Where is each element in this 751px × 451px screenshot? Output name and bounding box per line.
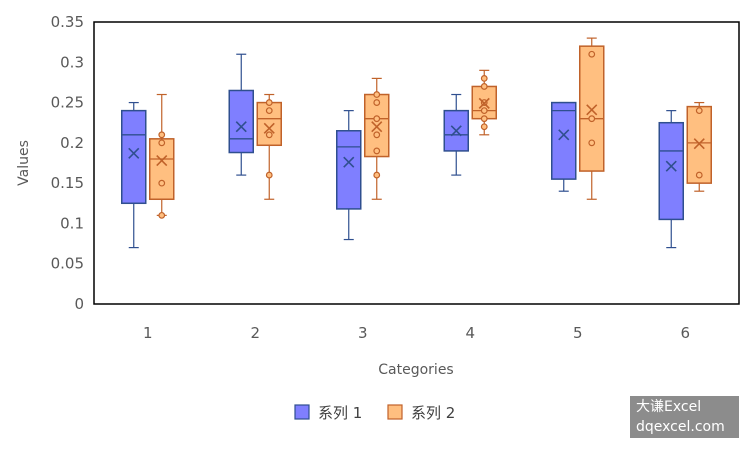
box-body (658, 121, 684, 221)
x-tick-label: 2 (250, 324, 260, 342)
y-tick-label: 0.25 (51, 94, 84, 112)
box-body (551, 101, 577, 180)
plot-area (93, 21, 740, 305)
data-point (373, 99, 381, 106)
x-tick-label: 5 (573, 324, 583, 342)
box-1-3 (336, 110, 362, 241)
y-tick-label: 0.3 (60, 53, 84, 71)
y-tick-label: 0.05 (51, 255, 84, 273)
data-point (265, 171, 273, 179)
box-2-4 (471, 69, 497, 136)
x-tick-label: 4 (465, 324, 475, 342)
legend-label: 系列 2 (411, 404, 455, 422)
series-1 (121, 53, 684, 249)
watermark-line1: 大谦Excel (636, 399, 702, 415)
mean-marker (371, 121, 383, 133)
y-tick-label: 0 (74, 295, 84, 313)
data-point (480, 74, 488, 82)
legend-swatch (294, 404, 310, 420)
mean-marker (450, 125, 462, 137)
box-2-1 (149, 93, 175, 219)
box-series (121, 37, 712, 249)
y-tick-label: 0.1 (60, 214, 84, 232)
x-axis-ticks: 1 2 3 4 5 6 (143, 324, 690, 342)
data-point (158, 139, 166, 147)
mean-marker (343, 156, 355, 168)
box-body (121, 109, 147, 205)
y-axis-title: Values (16, 140, 32, 186)
box-body (336, 130, 362, 210)
data-point (480, 107, 488, 115)
box-body (149, 138, 175, 201)
legend-label: 系列 1 (318, 404, 362, 422)
data-point (480, 123, 488, 131)
y-tick-label: 0.35 (51, 13, 84, 31)
mean-marker (478, 97, 490, 109)
watermark: 大谦Excel dqexcel.com (630, 396, 739, 438)
data-point (158, 131, 166, 139)
data-point (265, 99, 273, 106)
mean-marker (558, 129, 570, 141)
data-point (480, 83, 488, 90)
data-point (480, 115, 488, 123)
series-2 (149, 37, 712, 219)
mean-marker (235, 121, 247, 133)
data-point (158, 179, 166, 187)
legend-item-2: 系列 2 (387, 404, 455, 422)
box-1-5 (551, 101, 577, 192)
mean-marker (156, 155, 168, 167)
data-point (158, 211, 166, 219)
mean-marker (128, 147, 140, 159)
mean-marker (665, 160, 677, 172)
data-point (373, 147, 381, 155)
data-point (265, 131, 273, 139)
data-point (588, 50, 596, 58)
mean-marker (693, 138, 705, 150)
box-body (228, 89, 254, 154)
y-tick-label: 0.2 (60, 134, 84, 152)
mean-marker (586, 104, 598, 116)
data-point (373, 115, 381, 123)
legend-swatch (387, 404, 403, 420)
data-point (373, 131, 381, 139)
mean-marker (263, 122, 275, 134)
y-axis-ticks: 0 0.05 0.1 0.15 0.2 0.25 0.3 0.35 (51, 13, 84, 313)
data-point (588, 115, 596, 123)
box-2-5 (579, 37, 605, 200)
data-point (695, 107, 703, 115)
data-point (373, 171, 381, 179)
watermark-line2: dqexcel.com (636, 419, 725, 435)
data-point (265, 107, 273, 115)
data-point (588, 139, 596, 147)
box-body (686, 105, 712, 184)
data-point (695, 171, 703, 179)
box-2-2 (256, 93, 282, 200)
x-tick-label: 1 (143, 324, 153, 342)
box-2-3 (364, 77, 390, 200)
data-point (373, 91, 381, 98)
box-1-4 (443, 93, 469, 176)
x-tick-label: 6 (680, 324, 690, 342)
legend: 系列 1 系列 2 (294, 404, 455, 422)
box-2-6 (686, 101, 712, 192)
x-tick-label: 3 (358, 324, 368, 342)
x-axis-title: Categories (378, 362, 453, 378)
box-body (579, 45, 605, 172)
box-1-6 (658, 110, 684, 249)
y-tick-label: 0.15 (51, 174, 84, 192)
legend-item-1: 系列 1 (294, 404, 362, 422)
box-1-2 (228, 53, 254, 176)
box-1-1 (121, 101, 147, 249)
